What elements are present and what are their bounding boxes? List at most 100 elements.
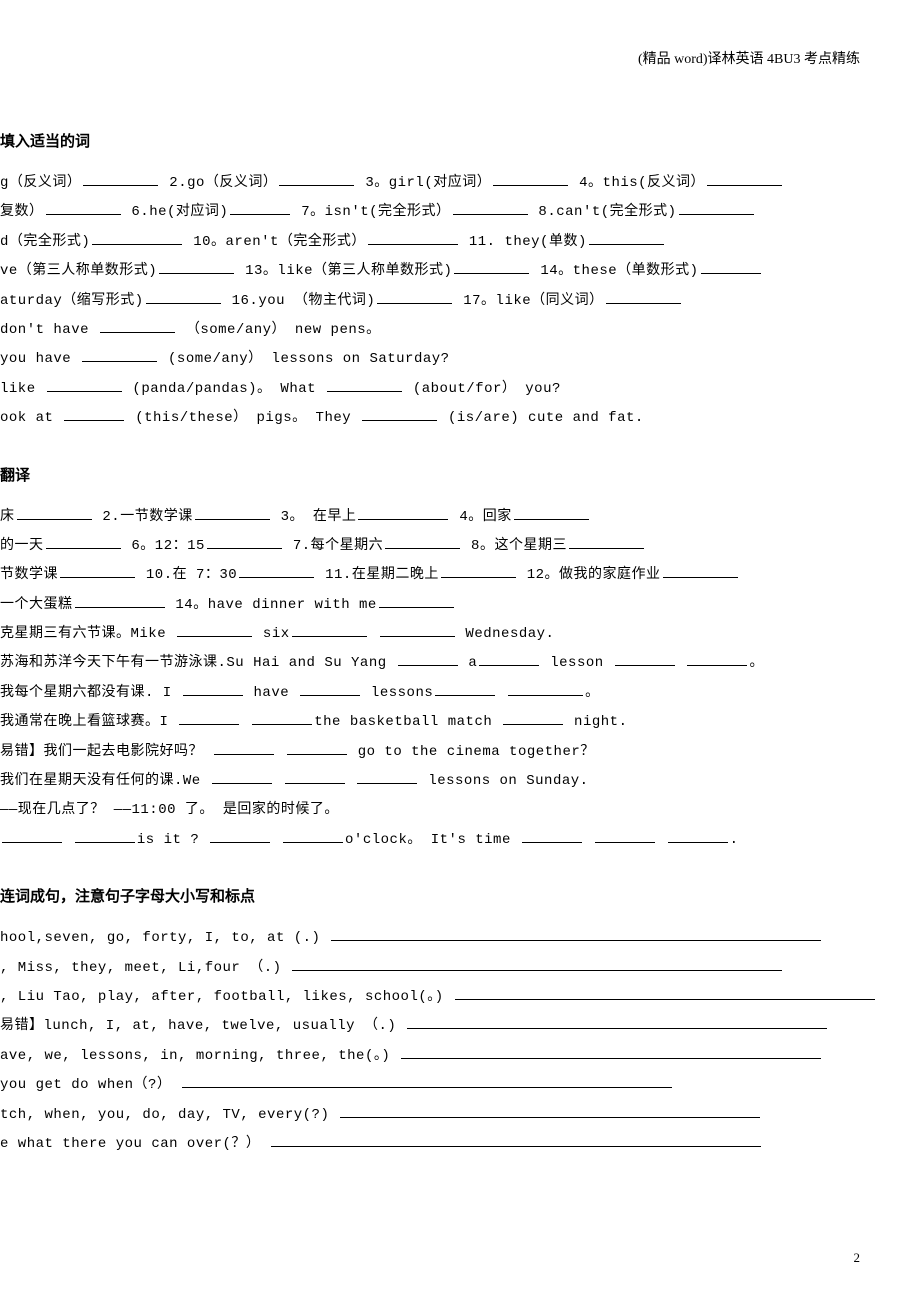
- worksheet-line: don't have （some/any） new pens。: [0, 316, 900, 345]
- text-fragment: 3。 在早上: [272, 509, 357, 525]
- text-fragment: （some/any） new pens。: [177, 322, 381, 338]
- answer-blank: [75, 593, 165, 608]
- text-fragment: g（反义词）: [0, 175, 81, 191]
- text-fragment: 6。12：15: [123, 538, 205, 554]
- answer-blank: [398, 651, 458, 666]
- text-fragment: 我每个星期六都没有课. I: [0, 685, 181, 701]
- worksheet-line: 床 2.一节数学课 3。 在早上 4。回家: [0, 503, 900, 532]
- text-fragment: 2.go（反义词）: [160, 175, 277, 191]
- answer-blank: [508, 681, 583, 696]
- text-fragment: you have: [0, 351, 80, 367]
- section1-lines: g（反义词） 2.go（反义词） 3。girl(对应词） 4。this(反义词）…: [0, 169, 900, 434]
- worksheet-line: tch, when, you, do, day, TV, every(?): [0, 1101, 900, 1130]
- answer-blank: [195, 505, 270, 520]
- worksheet-line: you have (some/any） lessons on Saturday?: [0, 345, 900, 374]
- text-fragment: [274, 773, 283, 789]
- answer-blank: [595, 828, 655, 843]
- answer-blank: [441, 563, 516, 578]
- worksheet-line: hool,seven, go, forty, I, to, at (.): [0, 924, 900, 953]
- text-fragment: [64, 832, 73, 848]
- text-fragment: 4。this(反义词）: [570, 175, 705, 191]
- section1-title: 填入适当的词: [0, 130, 900, 151]
- text-fragment: (panda/pandas)。 What: [124, 381, 325, 397]
- worksheet-line: , Miss, they, meet, Li,four （.): [0, 954, 900, 983]
- answer-blank: [271, 1132, 761, 1147]
- answer-blank: [455, 985, 875, 1000]
- worksheet-line: ave, we, lessons, in, morning, three, th…: [0, 1042, 900, 1071]
- worksheet-line: 克星期三有六节课。Mike six Wednesday.: [0, 620, 900, 649]
- worksheet-line: 我每个星期六都没有课. I have lessons 。: [0, 679, 900, 708]
- worksheet-line: you get do when（?）: [0, 1071, 900, 1100]
- answer-blank: [177, 622, 252, 637]
- answer-blank: [357, 769, 417, 784]
- text-fragment: 的一天: [0, 538, 44, 554]
- answer-blank: [279, 171, 354, 186]
- text-fragment: 苏海和苏洋今天下午有一节游泳课.Su Hai and Su Yang: [0, 655, 396, 671]
- worksheet-line: ve（第三人称单数形式) 13。like（第三人称单数形式) 14。these（…: [0, 257, 900, 286]
- answer-blank: [230, 200, 290, 215]
- text-fragment: 我通常在晚上看篮球赛。I: [0, 714, 177, 730]
- page-header: (精品 word)译林英语 4BU3 考点精练: [638, 48, 860, 68]
- answer-blank: [47, 377, 122, 392]
- text-fragment: 节数学课: [0, 567, 58, 583]
- answer-blank: [182, 1073, 672, 1088]
- text-fragment: [241, 714, 250, 730]
- text-fragment: night.: [565, 714, 627, 730]
- answer-blank: [46, 534, 121, 549]
- answer-blank: [239, 563, 314, 578]
- answer-blank: [663, 563, 738, 578]
- text-fragment: 。: [585, 685, 600, 701]
- text-fragment: tch, when, you, do, day, TV, every(?): [0, 1107, 338, 1123]
- answer-blank: [340, 1103, 760, 1118]
- answer-blank: [179, 710, 239, 725]
- text-fragment: 。: [749, 655, 764, 671]
- text-fragment: d（完全形式): [0, 234, 90, 250]
- text-fragment: the basketball match: [314, 714, 501, 730]
- answer-blank: [331, 926, 821, 941]
- answer-blank: [212, 769, 272, 784]
- text-fragment: 14。these（单数形式): [531, 263, 698, 279]
- section2-lines: 床 2.一节数学课 3。 在早上 4。回家的一天 6。12：15 7.每个星期六…: [0, 503, 900, 856]
- text-fragment: .: [730, 832, 739, 848]
- answer-blank: [92, 230, 182, 245]
- text-fragment: 4。回家: [450, 509, 511, 525]
- text-fragment: 8.can't(完全形式): [530, 204, 677, 220]
- text-fragment: , Miss, they, meet, Li,four （.): [0, 960, 290, 976]
- text-fragment: , Liu Tao, play, after, football, likes,…: [0, 989, 453, 1005]
- answer-blank: [368, 230, 458, 245]
- text-fragment: 易错】我们一起去电影院好吗？: [0, 744, 212, 760]
- answer-blank: [379, 593, 454, 608]
- answer-blank: [292, 956, 782, 971]
- answer-blank: [401, 1044, 821, 1059]
- text-fragment: 6.he(对应词): [123, 204, 229, 220]
- text-fragment: 易错】lunch, I, at, have, twelve, usually （…: [0, 1018, 405, 1034]
- text-fragment: ave, we, lessons, in, morning, three, th…: [0, 1048, 399, 1064]
- worksheet-line: 易错】lunch, I, at, have, twelve, usually （…: [0, 1012, 900, 1041]
- text-fragment: [677, 655, 686, 671]
- answer-blank: [287, 740, 347, 755]
- text-fragment: [347, 773, 356, 789]
- text-fragment: aturday（缩写形式): [0, 293, 144, 309]
- page-number: 2: [854, 1250, 861, 1266]
- worksheet-content: 填入适当的词 g（反义词） 2.go（反义词） 3。girl(对应词） 4。th…: [0, 130, 920, 1159]
- text-fragment: (this/these） pigs。 They: [126, 410, 360, 426]
- text-fragment: [272, 832, 281, 848]
- section3-title: 连词成句，注意句子字母大小写和标点: [0, 885, 900, 906]
- answer-blank: [435, 681, 495, 696]
- answer-blank: [2, 828, 62, 843]
- answer-blank: [679, 200, 754, 215]
- worksheet-line: 复数） 6.he(对应词) 7。isn't(完全形式） 8.can't(完全形式…: [0, 198, 900, 227]
- answer-blank: [82, 347, 157, 362]
- worksheet-line: ——现在几点了？ ——11:00 了。 是回家的时候了。: [0, 796, 900, 825]
- worksheet-line: 的一天 6。12：15 7.每个星期六 8。这个星期三: [0, 532, 900, 561]
- worksheet-line: is it ? o'clock。 It's time .: [0, 826, 900, 855]
- text-fragment: you get do when（?）: [0, 1077, 180, 1093]
- text-fragment: o'clock。 It's time: [345, 832, 520, 848]
- answer-blank: [522, 828, 582, 843]
- worksheet-line: 易错】我们一起去电影院好吗？ go to the cinema together…: [0, 738, 900, 767]
- worksheet-line: 我通常在晚上看篮球赛。I the basketball match night.: [0, 708, 900, 737]
- text-fragment: ook at: [0, 410, 62, 426]
- answer-blank: [159, 259, 234, 274]
- text-fragment: 11. they(单数): [460, 234, 587, 250]
- text-fragment: 16.you （物主代词): [223, 293, 376, 309]
